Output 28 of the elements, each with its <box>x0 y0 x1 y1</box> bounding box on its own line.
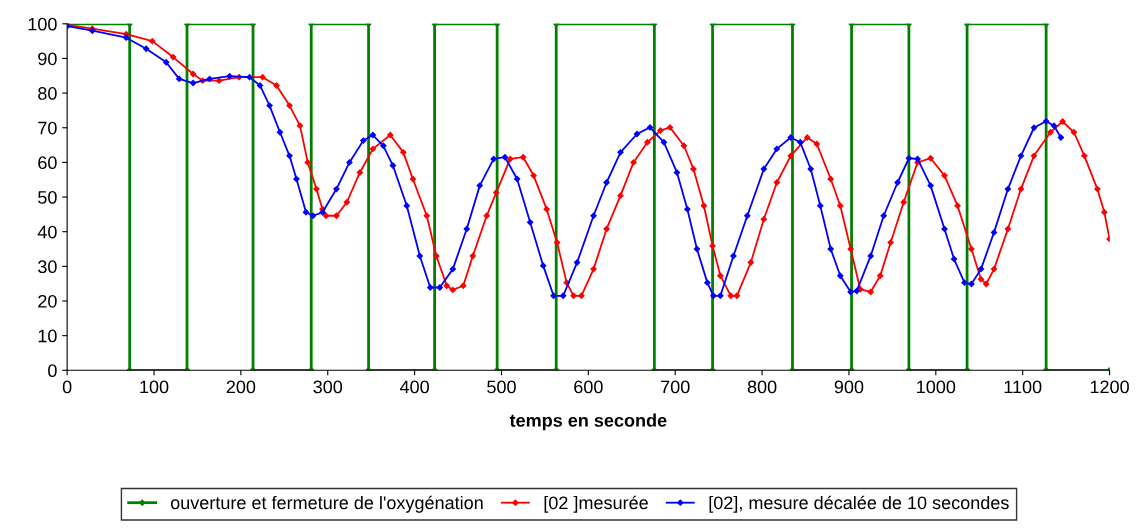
x-tick-label: 200 <box>226 380 256 394</box>
x-tick-label: 300 <box>313 380 343 394</box>
x-tick-label: 100 <box>140 380 169 394</box>
legend-label: ouverture et fermeture de l'oxygénation <box>170 495 483 513</box>
y-tick-label: 40 <box>37 225 57 239</box>
x-tick-label: 1000 <box>917 380 956 394</box>
legend-label: [02], mesure décalée de 10 secondes <box>709 495 1009 513</box>
y-tick-label: 90 <box>38 52 57 66</box>
x-tick-label: 0 <box>62 380 72 394</box>
y-tick-label: 30 <box>38 260 57 274</box>
x-tick-label: 500 <box>487 380 516 394</box>
y-tick-label: 10 <box>38 329 57 343</box>
x-axis-title: temps en seconde <box>509 413 667 431</box>
x-tick-label: 900 <box>834 380 864 394</box>
x-tick-label: 600 <box>574 380 603 394</box>
x-tick-label: 400 <box>399 380 429 394</box>
x-tick-label: 1200 <box>1090 380 1129 394</box>
x-tick-label: 800 <box>747 380 777 394</box>
y-tick-label: 60 <box>38 156 57 170</box>
y-tick-label: 100 <box>28 17 57 31</box>
y-tick-label: 70 <box>38 121 57 135</box>
x-tick-label: 1100 <box>1004 380 1042 394</box>
y-tick-label: 80 <box>38 87 57 100</box>
y-tick-label: 50 <box>38 190 57 204</box>
y-tick-label: 20 <box>38 294 57 308</box>
legend-label: [02 ]mesurée <box>544 495 648 513</box>
y-tick-label: 0 <box>48 364 57 378</box>
x-tick-label: 700 <box>661 380 690 394</box>
